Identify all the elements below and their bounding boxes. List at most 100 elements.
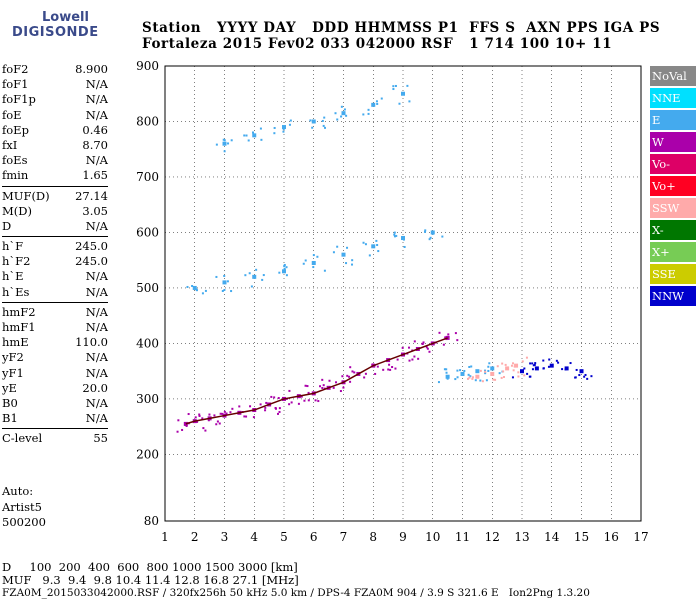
y-tick-label: 300 — [136, 392, 159, 406]
data-point — [201, 292, 204, 295]
header-labels: Station YYYY DAY DDD HHMMSS P1 FFS S AXN… — [142, 20, 661, 36]
data-point — [297, 402, 300, 405]
data-point — [371, 102, 376, 107]
data-point — [336, 118, 339, 121]
data-point — [514, 363, 519, 368]
param-row: B1 N/A — [2, 411, 108, 426]
data-point — [401, 236, 405, 241]
data-point — [496, 365, 499, 368]
data-point — [391, 366, 394, 369]
data-point — [215, 423, 218, 426]
data-point — [468, 365, 471, 368]
param-value: N/A — [85, 395, 108, 410]
data-point — [215, 143, 218, 146]
param-row: h`F 245.0 — [2, 239, 108, 254]
param-row: foF1p N/A — [2, 92, 108, 107]
data-point — [278, 271, 281, 274]
data-point — [501, 362, 504, 365]
data-point — [377, 250, 380, 253]
data-point — [511, 376, 514, 379]
data-point — [341, 111, 346, 116]
x-tick-label: 3 — [221, 530, 229, 544]
data-point — [260, 138, 263, 141]
legend-item: X+ — [650, 242, 696, 262]
x-tick-label: 16 — [604, 530, 619, 544]
data-point — [262, 274, 265, 277]
data-point — [238, 405, 241, 408]
data-point — [273, 396, 276, 399]
data-point — [316, 255, 319, 258]
param-value: N/A — [85, 365, 108, 380]
data-point — [198, 413, 201, 416]
data-point — [252, 409, 255, 412]
data-point — [176, 430, 179, 433]
data-point — [564, 368, 567, 371]
data-point — [186, 285, 189, 288]
data-point — [218, 422, 221, 425]
data-point — [265, 401, 268, 404]
data-point — [303, 399, 306, 402]
data-point — [484, 369, 487, 372]
data-point — [438, 331, 441, 334]
x-tick-label: 17 — [633, 530, 648, 544]
param-row: foF2 8.900 — [2, 62, 108, 77]
data-point — [393, 235, 396, 238]
data-point — [500, 376, 503, 379]
data-point — [323, 116, 326, 119]
data-point — [445, 368, 448, 371]
data-point — [511, 362, 514, 365]
param-row: yE 20.0 — [2, 381, 108, 396]
data-point — [469, 375, 472, 378]
data-point — [196, 420, 199, 423]
data-point — [490, 371, 495, 376]
f-trace-line — [185, 337, 448, 425]
data-point — [201, 417, 204, 420]
data-point — [261, 278, 264, 281]
data-point — [475, 374, 480, 379]
data-point — [259, 127, 262, 130]
data-point — [481, 380, 484, 383]
param-label: foE — [2, 107, 22, 122]
param-row: M(D) 3.05 — [2, 204, 108, 219]
data-point — [349, 380, 352, 383]
data-point — [277, 397, 280, 400]
data-point — [346, 246, 349, 249]
data-point — [219, 412, 222, 415]
param-separator — [2, 185, 108, 187]
data-point — [445, 371, 448, 374]
param-value: 27.14 — [75, 188, 108, 203]
param-value: 20.0 — [82, 380, 108, 395]
data-point — [426, 347, 429, 350]
data-point — [223, 139, 226, 142]
legend-item: NoVal — [650, 66, 696, 86]
data-point — [321, 119, 324, 122]
data-point — [380, 97, 383, 100]
data-point — [490, 366, 495, 371]
data-point — [398, 102, 401, 105]
data-point — [255, 268, 258, 271]
param-label: h`E — [2, 269, 24, 284]
data-point — [202, 427, 205, 430]
legend-item: E — [650, 110, 696, 130]
param-label: yE — [2, 380, 17, 395]
data-point — [517, 371, 520, 374]
auto-code: 500200 — [2, 515, 46, 529]
param-row: hmE 110.0 — [2, 335, 108, 350]
data-point — [285, 274, 288, 277]
data-point — [467, 377, 470, 380]
param-row: h`F2 245.0 — [2, 254, 108, 269]
data-point — [194, 416, 197, 419]
parameter-panel: foF2 8.900 foF1 N/A foF1p N/A foE N/A foEp 0.46 fx… — [2, 62, 108, 447]
data-point — [389, 368, 392, 371]
data-point — [368, 254, 371, 257]
data-point — [392, 85, 395, 88]
data-point — [207, 419, 210, 422]
param-label: hmF2 — [2, 304, 36, 319]
data-point — [341, 375, 344, 378]
data-point — [353, 371, 356, 374]
data-point — [306, 385, 309, 388]
data-point — [590, 375, 593, 378]
data-point — [321, 386, 324, 389]
data-point — [428, 238, 431, 241]
data-point — [484, 372, 487, 375]
